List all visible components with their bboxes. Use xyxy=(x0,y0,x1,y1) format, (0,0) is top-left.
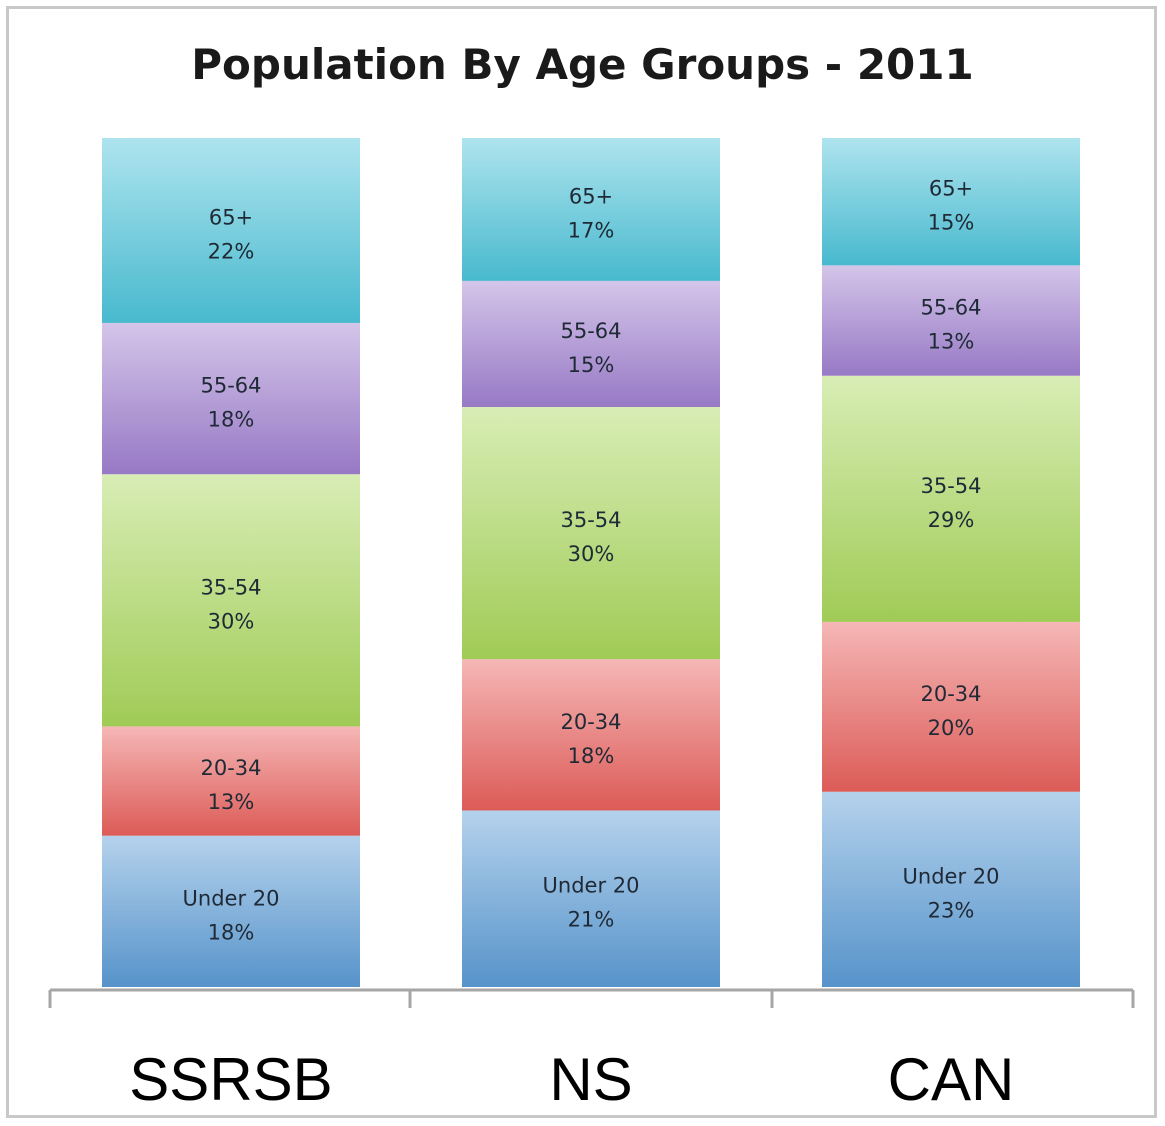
segment-name-label: Under 20 xyxy=(183,886,280,910)
segment-value-label: 20% xyxy=(928,716,975,740)
segment-name-label: 55-64 xyxy=(200,374,261,398)
bar-segment-ssrsb-55-64 xyxy=(102,322,360,475)
bar-segment-can-35-54 xyxy=(822,375,1080,622)
segment-value-label: 30% xyxy=(208,609,255,633)
segment-value-label: 21% xyxy=(568,908,615,932)
bar-segment-ssrsb-20-34 xyxy=(102,726,360,836)
segment-value-label: 17% xyxy=(568,218,615,242)
bar-segment-ns-under-20 xyxy=(462,810,720,987)
chart-title: Population By Age Groups - 2011 xyxy=(191,40,974,89)
segment-value-label: 30% xyxy=(568,542,615,566)
category-label-ns: NS xyxy=(549,1046,632,1113)
segment-value-label: 18% xyxy=(208,408,255,432)
segment-name-label: 20-34 xyxy=(200,756,261,780)
bar-segment-ns-20-34 xyxy=(462,659,720,811)
segment-name-label: Under 20 xyxy=(903,864,1000,888)
segment-value-label: 13% xyxy=(928,330,975,354)
segment-name-label: 55-64 xyxy=(920,296,981,320)
segment-value-label: 15% xyxy=(568,353,615,377)
bar-segment-ssrsb-under-20 xyxy=(102,835,360,987)
segment-name-label: 65+ xyxy=(929,177,973,201)
bar-segment-ssrsb-65 xyxy=(102,138,360,323)
bar-segment-can-20-34 xyxy=(822,621,1080,792)
bar-stack-can: Under 20 23% 20-34 20% 35-54 29% 55-64 13% 65+ 15… xyxy=(822,138,1080,987)
segment-value-label: 29% xyxy=(928,508,975,532)
segment-value-label: 22% xyxy=(208,239,255,263)
segment-name-label: 20-34 xyxy=(920,682,981,706)
segment-name-label: 35-54 xyxy=(920,474,981,498)
segment-value-label: 13% xyxy=(208,790,255,814)
segment-name-label: 55-64 xyxy=(560,319,621,343)
bar-stack-ssrsb: Under 20 18% 20-34 13% 35-54 30% 55-64 18% 65+ 22… xyxy=(102,138,360,987)
segment-value-label: 18% xyxy=(208,920,255,944)
bar-stack-ns: Under 20 21% 20-34 18% 35-54 30% 55-64 15% 65+ 17… xyxy=(462,138,720,987)
segment-name-label: 35-54 xyxy=(560,508,621,532)
bar-segment-ns-65 xyxy=(462,138,720,281)
bars-layer: Under 20 18% 20-34 13% 35-54 30% 55-64 18% 65+ 22… xyxy=(102,138,1080,987)
x-axis xyxy=(48,988,1135,1008)
bar-segment-can-under-20 xyxy=(822,791,1080,987)
bar-segment-can-55-64 xyxy=(822,265,1080,376)
chart-frame xyxy=(6,6,1157,1118)
segment-name-label: Under 20 xyxy=(543,874,640,898)
bar-segment-ssrsb-35-54 xyxy=(102,474,360,727)
segment-name-label: 65+ xyxy=(569,184,613,208)
category-label-ssrsb: SSRSB xyxy=(129,1046,332,1113)
segment-name-label: 65+ xyxy=(209,205,253,229)
bar-segment-can-65 xyxy=(822,138,1080,266)
segment-value-label: 18% xyxy=(568,744,615,768)
segment-name-label: 35-54 xyxy=(200,575,261,599)
bar-segment-ns-35-54 xyxy=(462,406,720,660)
segment-name-label: 20-34 xyxy=(560,710,621,734)
segment-value-label: 15% xyxy=(928,211,975,235)
category-labels: SSRSB NS CAN xyxy=(129,1046,1014,1113)
segment-value-label: 23% xyxy=(928,898,975,922)
bar-segment-ns-55-64 xyxy=(462,280,720,407)
category-label-can: CAN xyxy=(888,1046,1015,1113)
